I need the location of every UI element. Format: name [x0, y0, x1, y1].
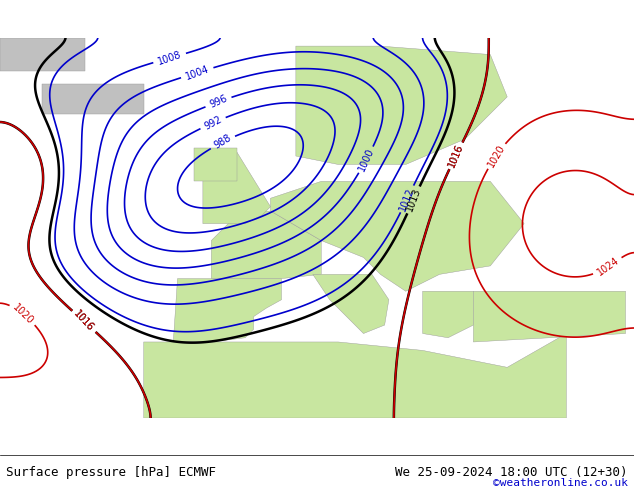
- Polygon shape: [42, 84, 144, 114]
- Text: 988: 988: [212, 133, 233, 151]
- Text: We 25-09-2024 18:00 UTC (12+30): We 25-09-2024 18:00 UTC (12+30): [395, 466, 628, 479]
- Text: 1004: 1004: [184, 64, 210, 81]
- Text: 1016: 1016: [446, 143, 465, 169]
- Polygon shape: [0, 38, 84, 72]
- Text: 1016: 1016: [72, 309, 96, 334]
- Polygon shape: [474, 291, 626, 342]
- Text: 1020: 1020: [11, 302, 36, 326]
- Text: 992: 992: [202, 114, 223, 132]
- Polygon shape: [313, 274, 389, 334]
- Text: ©weatheronline.co.uk: ©weatheronline.co.uk: [493, 478, 628, 488]
- Text: Surface pressure [hPa] ECMWF: Surface pressure [hPa] ECMWF: [6, 466, 216, 479]
- Polygon shape: [144, 334, 566, 418]
- Text: 1024: 1024: [595, 255, 621, 278]
- Text: 1008: 1008: [157, 49, 183, 67]
- Polygon shape: [173, 279, 281, 342]
- Polygon shape: [271, 181, 524, 291]
- Polygon shape: [195, 147, 236, 181]
- Text: 1016: 1016: [446, 143, 465, 169]
- Polygon shape: [211, 211, 321, 279]
- Text: 1013: 1013: [404, 187, 422, 213]
- Text: 1012: 1012: [398, 186, 417, 212]
- Text: 1000: 1000: [356, 147, 376, 173]
- Polygon shape: [203, 152, 271, 223]
- Polygon shape: [423, 291, 474, 338]
- Text: 1020: 1020: [486, 143, 507, 169]
- Polygon shape: [296, 46, 507, 165]
- Text: 996: 996: [208, 94, 229, 110]
- Text: 1016: 1016: [72, 309, 96, 334]
